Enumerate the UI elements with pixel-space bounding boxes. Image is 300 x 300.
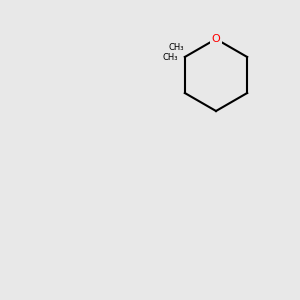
Text: CH₃: CH₃	[162, 52, 178, 62]
Text: O: O	[212, 34, 220, 44]
Text: CH₃: CH₃	[168, 44, 184, 52]
